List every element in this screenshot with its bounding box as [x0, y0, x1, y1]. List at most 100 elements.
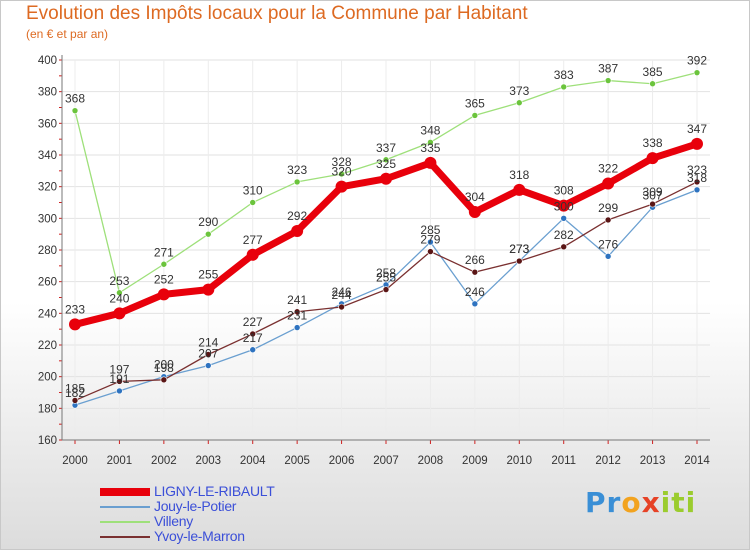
data-label: 385 [643, 65, 663, 79]
data-label: 310 [243, 184, 263, 198]
legend-swatch-villeny [100, 521, 150, 523]
y-tick-label: 300 [38, 213, 57, 225]
legend-swatch-ligny [100, 488, 150, 496]
data-label: 304 [465, 190, 485, 204]
data-point [649, 200, 656, 208]
data-point [335, 180, 348, 193]
x-tick-label: 2014 [684, 455, 710, 467]
data-label: 279 [420, 233, 440, 247]
data-label: 240 [109, 291, 129, 305]
data-label: 348 [420, 123, 440, 137]
data-point [204, 362, 212, 369]
x-tick-label: 2005 [284, 455, 310, 467]
data-label: 246 [332, 285, 352, 299]
data-point [204, 351, 212, 358]
data-label: 368 [65, 92, 85, 106]
data-label: 335 [420, 141, 440, 155]
data-point [646, 152, 659, 165]
chart-subtitle: (en € et par an) [26, 27, 109, 41]
data-point [513, 183, 526, 196]
data-label: 258 [376, 266, 396, 280]
data-point [291, 225, 304, 237]
y-tick-label: 260 [38, 277, 57, 289]
data-point [249, 330, 257, 338]
data-label: 276 [598, 237, 618, 251]
data-label: 285 [420, 223, 440, 237]
data-label: 255 [376, 271, 396, 285]
data-label: 392 [687, 54, 707, 68]
data-point [427, 248, 434, 255]
data-label: 241 [287, 293, 307, 307]
data-point [69, 318, 81, 331]
data-point [471, 300, 479, 308]
data-label: 198 [154, 361, 174, 375]
x-tick-label: 2010 [506, 455, 532, 467]
data-label: 214 [198, 336, 218, 350]
data-point [249, 199, 257, 206]
legend-label-yvoy: Yvoy-le-Marron [154, 528, 245, 544]
x-tick-label: 2000 [62, 455, 88, 467]
x-tick-label: 2004 [240, 455, 266, 467]
data-label: 299 [598, 201, 618, 215]
y-tick-label: 280 [38, 245, 57, 257]
data-point [649, 80, 656, 88]
legend-item-villeny: Villeny [100, 513, 400, 529]
y-tick-label: 180 [38, 403, 57, 415]
data-point [602, 177, 615, 190]
proxiti-logo: Proxiti [585, 486, 696, 519]
data-point [468, 206, 481, 218]
data-label: 182 [65, 386, 85, 400]
data-label: 323 [287, 163, 307, 177]
data-label: 266 [465, 253, 485, 267]
legend-swatch-jouy [100, 506, 150, 508]
data-point [604, 253, 612, 260]
data-label: 207 [198, 347, 218, 361]
data-point [560, 83, 568, 91]
data-point [557, 199, 570, 212]
data-point [471, 268, 479, 276]
data-point [293, 308, 301, 316]
data-label: 308 [554, 184, 574, 198]
logo-part: Pr [585, 486, 622, 519]
data-label: 273 [509, 242, 529, 256]
data-point [202, 283, 215, 296]
y-tick-label: 380 [38, 87, 57, 99]
data-point [382, 286, 390, 293]
legend-item-yvoy: Yvoy-le-Marron [100, 528, 400, 544]
data-label: 197 [109, 362, 129, 376]
chart-title: Evolution des Impôts locaux pour la Comm… [26, 3, 528, 24]
data-point [693, 69, 701, 76]
x-tick-label: 2007 [373, 455, 399, 467]
data-label: 290 [198, 215, 218, 229]
data-point [693, 178, 701, 186]
data-label: 253 [109, 274, 129, 288]
data-label: 300 [554, 199, 574, 213]
data-point [113, 307, 126, 320]
data-point [71, 107, 79, 114]
data-label: 255 [198, 268, 218, 282]
logo-part: iti [660, 486, 697, 519]
data-point [338, 303, 345, 311]
x-tick-label: 2009 [462, 455, 488, 467]
data-label: 217 [243, 331, 263, 345]
data-label: 323 [687, 163, 707, 177]
data-label: 337 [376, 141, 396, 155]
data-point [71, 397, 79, 404]
data-point [249, 346, 257, 354]
data-point [116, 289, 123, 297]
x-tick-label: 2008 [418, 455, 444, 467]
y-tick-label: 340 [38, 150, 57, 162]
data-point [560, 215, 568, 222]
data-label: 325 [376, 157, 396, 171]
data-point [604, 216, 612, 224]
data-point [293, 324, 301, 331]
data-label: 347 [687, 122, 707, 136]
data-label: 191 [109, 372, 129, 386]
data-point [560, 243, 568, 251]
data-label: 383 [554, 68, 574, 82]
data-label: 307 [643, 188, 663, 202]
x-tick-label: 2012 [595, 455, 621, 467]
legend-label-ligny: LIGNY-LE-RIBAULT [154, 483, 275, 499]
data-point [380, 172, 392, 185]
